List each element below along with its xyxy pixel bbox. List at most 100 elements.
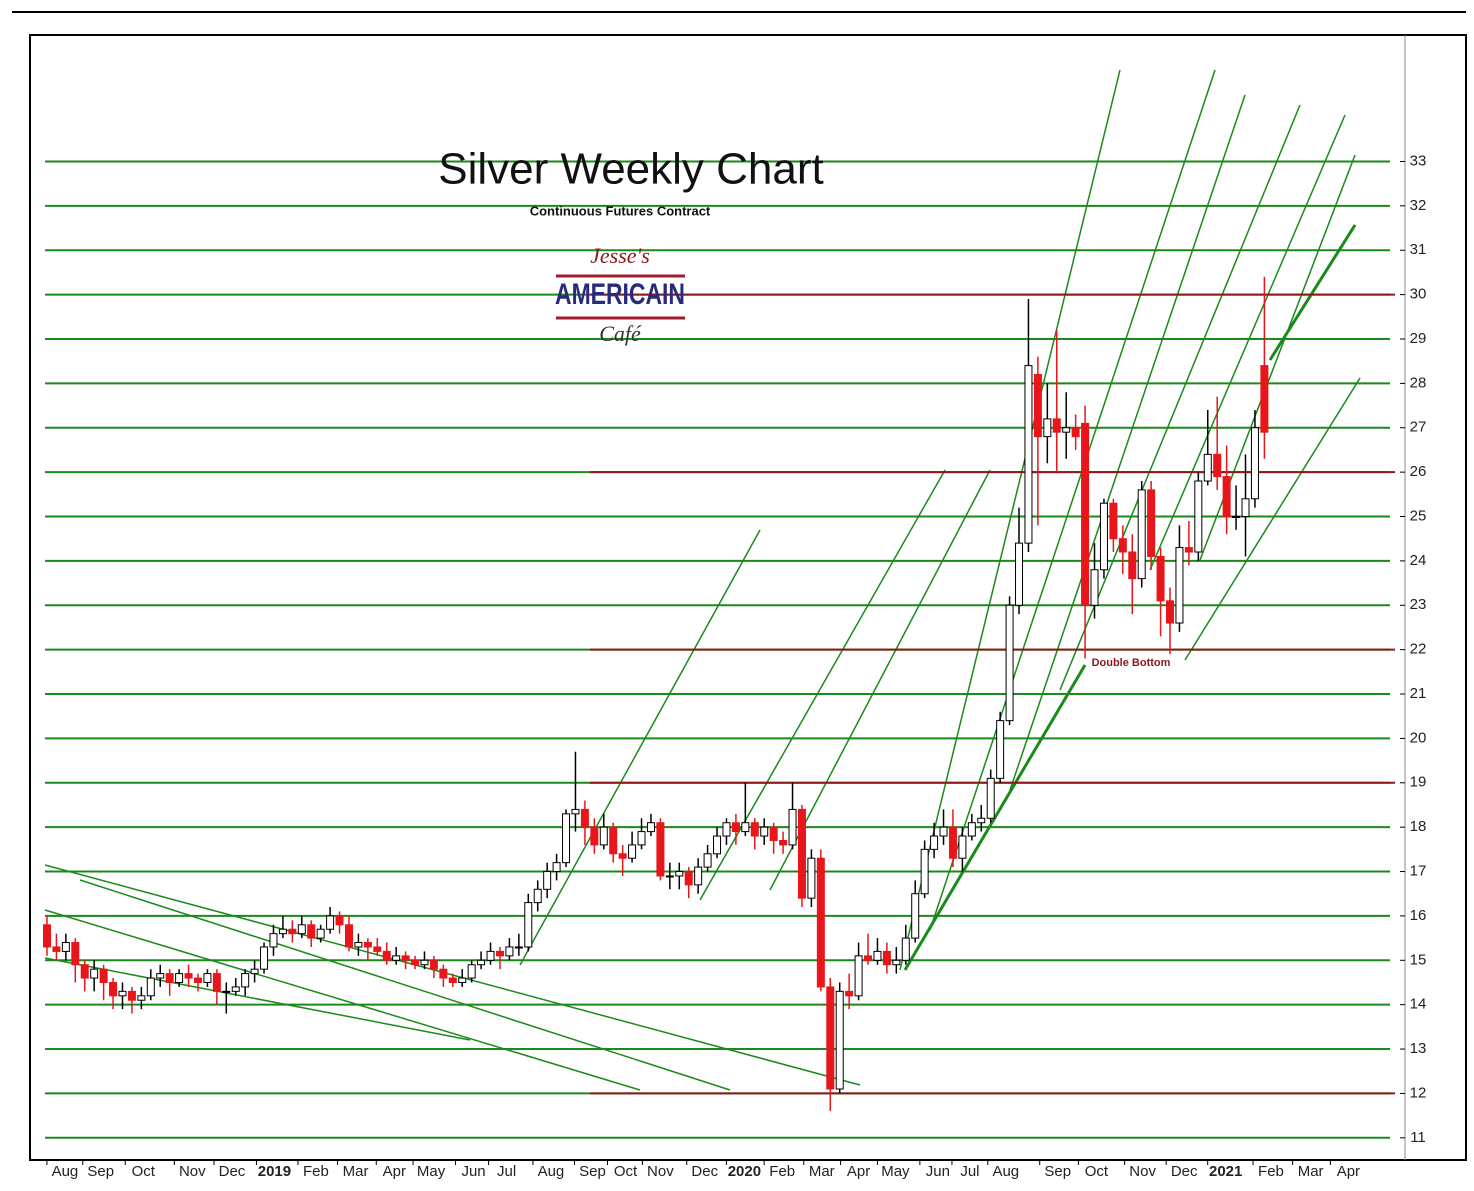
candle-body	[184, 973, 193, 979]
candle-body	[1109, 502, 1118, 540]
trend-line	[769, 469, 991, 891]
candle-body	[930, 835, 939, 850]
y-tick-label: 33	[1410, 152, 1427, 169]
candle-body	[278, 928, 287, 935]
candle-body	[71, 942, 80, 966]
candle-body	[382, 950, 391, 961]
candle-body	[401, 955, 410, 961]
x-tick-label: Feb	[769, 1163, 795, 1180]
candle-body	[788, 808, 797, 846]
trend-line	[1059, 104, 1301, 691]
candle-body	[580, 808, 589, 828]
candle-body	[760, 826, 769, 837]
x-tick-label: Jul	[497, 1163, 516, 1180]
y-tick-label: 22	[1410, 641, 1427, 658]
trend-line	[1149, 114, 1346, 571]
candle-body	[109, 981, 118, 997]
candle-body	[769, 826, 778, 841]
candle-body	[722, 822, 731, 837]
candle-body	[1147, 489, 1156, 557]
candle-body	[137, 995, 146, 1001]
candle-body	[1166, 600, 1175, 624]
y-tick-label: 24	[1410, 552, 1427, 569]
candle-body	[977, 817, 986, 824]
y-tick-label: 20	[1410, 729, 1427, 746]
chart-subtitle: Continuous Futures Contract	[530, 203, 711, 218]
candle-body	[637, 831, 646, 846]
candle-body	[458, 977, 467, 983]
candle-body	[250, 968, 259, 975]
y-tick-label: 26	[1410, 463, 1427, 480]
candle-body	[90, 968, 99, 979]
x-tick-label: Jun	[926, 1163, 950, 1180]
candle-body	[948, 826, 957, 859]
y-tick-label: 15	[1410, 951, 1427, 968]
candle-body	[439, 968, 448, 979]
candle-body	[231, 986, 240, 992]
candle-body	[1213, 453, 1222, 478]
grid	[45, 160, 1395, 1139]
candle-body	[1043, 418, 1052, 438]
annotation: Double Bottom	[1092, 657, 1171, 669]
candle-body	[269, 933, 278, 948]
candle-body	[845, 990, 854, 997]
candle-body	[495, 950, 504, 957]
candle-body	[524, 902, 533, 948]
x-tick-label: 2020	[728, 1163, 761, 1180]
candle-body	[241, 973, 250, 988]
candle-body	[80, 964, 89, 979]
candle-body	[665, 875, 674, 878]
candle-body	[609, 826, 618, 855]
x-tick-label: Mar	[1298, 1163, 1324, 1180]
x-tick-label: Oct	[614, 1163, 638, 1180]
candle-body	[363, 942, 372, 948]
candle-body	[193, 977, 202, 983]
candle-body	[1052, 418, 1061, 433]
y-tick-label: 18	[1410, 818, 1427, 835]
candle-body	[807, 857, 816, 899]
candle-body	[1156, 555, 1165, 602]
trend-lines	[44, 69, 1361, 1091]
candle-body	[646, 822, 655, 833]
candle-body	[920, 848, 929, 895]
candle-body	[901, 937, 910, 961]
candle-body	[1222, 476, 1231, 518]
candle-body	[420, 959, 429, 966]
x-tick-label: Nov	[1129, 1163, 1156, 1180]
x-tick-label: Sep	[579, 1163, 606, 1180]
candle-body	[1099, 502, 1108, 571]
candle-body	[146, 977, 155, 997]
candle-body	[628, 844, 637, 859]
x-tick-label: 2019	[258, 1163, 291, 1180]
candle-body	[1062, 427, 1071, 433]
trend-line	[1009, 94, 1246, 791]
x-tick-label: May	[881, 1163, 910, 1180]
x-tick-label: Dec	[1171, 1163, 1198, 1180]
trend-line	[899, 69, 1121, 971]
candle-body	[892, 959, 901, 966]
x-tick-label: Nov	[179, 1163, 206, 1180]
y-tick-label: 32	[1410, 197, 1427, 214]
trend-line	[903, 664, 1087, 971]
candle-body	[392, 955, 401, 961]
x-tick-label: Apr	[383, 1163, 406, 1180]
candle-body	[562, 813, 571, 864]
candle-body	[411, 959, 420, 966]
candle-body	[288, 928, 297, 935]
logo-text: Café	[599, 321, 642, 346]
candle-body	[864, 955, 873, 961]
x-tick-label: Apr	[1337, 1163, 1360, 1180]
candle-body	[297, 924, 306, 935]
candle-body	[854, 955, 863, 997]
candle-body	[1175, 547, 1184, 624]
candle-body	[741, 822, 750, 833]
candle-body	[684, 871, 693, 886]
trend-line	[519, 529, 761, 966]
chart-title: Silver Weekly Chart	[438, 145, 824, 194]
candle-body	[429, 959, 438, 970]
candle-body	[571, 808, 580, 815]
candle-body	[533, 888, 542, 904]
candle-body	[731, 822, 740, 833]
candle-body	[307, 924, 316, 939]
y-tick-label: 30	[1410, 286, 1427, 303]
